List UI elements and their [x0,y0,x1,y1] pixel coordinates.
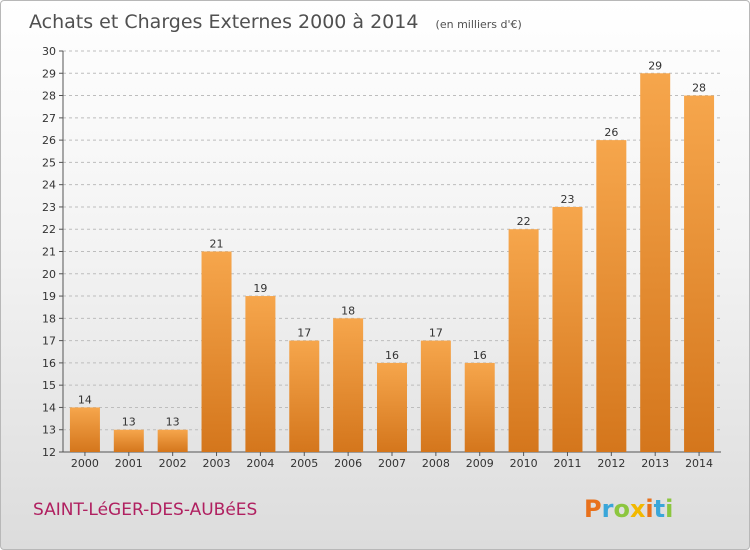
x-tick-label: 2000 [71,457,99,470]
x-tick-label: 2003 [203,457,231,470]
logo-letter: o [613,495,630,523]
bar-value-label: 13 [166,416,180,429]
y-tick-label: 20 [42,268,56,281]
bar-value-label: 28 [692,82,706,95]
bar-value-label: 18 [341,304,355,317]
logo-letter: x [630,495,646,523]
bar-value-label: 17 [297,327,311,340]
labels: 12 13 14 15 16 17 18 19 20 21 22 23 24 25 26 27 28 29 30 14… [42,45,713,470]
bar [684,95,715,453]
x-tick-label: 2008 [422,457,450,470]
bar [289,340,320,452]
bar [420,340,451,452]
y-tick-label: 12 [42,446,56,459]
y-tick-label: 24 [42,179,56,192]
bar-value-label: 22 [517,215,531,228]
bar-value-label: 14 [78,393,92,406]
bar [113,429,144,452]
y-tick-label: 21 [42,246,56,259]
bar-value-label: 19 [253,282,267,295]
y-tick-label: 16 [42,357,56,370]
bar [69,407,100,452]
x-tick-label: 2009 [466,457,494,470]
x-tick-label: 2006 [334,457,362,470]
x-tick-label: 2001 [115,457,143,470]
chart-title-text: Achats et Charges Externes 2000 à 2014 [29,11,418,33]
bar [640,73,671,453]
bar-value-label: 21 [210,238,224,251]
y-tick-label: 27 [42,112,56,125]
x-tick-label: 2004 [246,457,274,470]
chart-title: Achats et Charges Externes 2000 à 2014 (… [29,11,522,33]
y-tick-label: 13 [42,424,56,437]
x-tick-label: 2007 [378,457,406,470]
y-tick-label: 22 [42,223,56,236]
bar [245,296,276,452]
x-tick-label: 2005 [290,457,318,470]
bar-value-label: 17 [429,327,443,340]
bar-value-label: 29 [648,59,662,72]
y-tick-label: 25 [42,156,56,169]
y-tick-label: 18 [42,312,56,325]
y-tick-label: 26 [42,134,56,147]
y-tick-label: 28 [42,90,56,103]
bar [333,318,364,452]
chart-subtitle: (en milliers d'€) [436,18,522,31]
bar-value-label: 16 [473,349,487,362]
logo-letter: r [602,495,614,523]
x-tick-label: 2010 [510,457,538,470]
bar [377,362,407,452]
y-tick-label: 19 [42,290,56,303]
x-tick-label: 2013 [641,457,669,470]
x-tick-label: 2012 [597,457,625,470]
bar-value-label: 26 [604,126,618,139]
logo-letter: t [654,495,665,523]
bar [464,362,495,452]
bar [508,229,539,452]
bar [596,140,627,452]
x-tick-label: 2011 [553,457,581,470]
y-tick-label: 29 [42,67,56,80]
y-tick-label: 15 [42,379,56,392]
y-tick-label: 23 [42,201,56,214]
logo-letter: P [584,495,602,523]
bar [552,206,583,452]
bar-value-label: 13 [122,416,136,429]
bar-value-label: 16 [385,349,399,362]
commune-name: SAINT-LéGER-DES-AUBéES [33,500,257,520]
x-tick-label: 2014 [685,457,713,470]
logo-letter: i [665,495,673,523]
y-tick-label: 14 [42,401,56,414]
y-tick-label: 17 [42,335,56,348]
bar [201,251,232,452]
bars [69,73,715,453]
logo-letter: i [645,495,653,523]
y-tick-label: 30 [42,45,56,58]
x-tick-label: 2002 [159,457,187,470]
bar-value-label: 23 [560,193,574,206]
bar [157,429,188,452]
proxiti-logo: Proxiti [584,495,673,523]
